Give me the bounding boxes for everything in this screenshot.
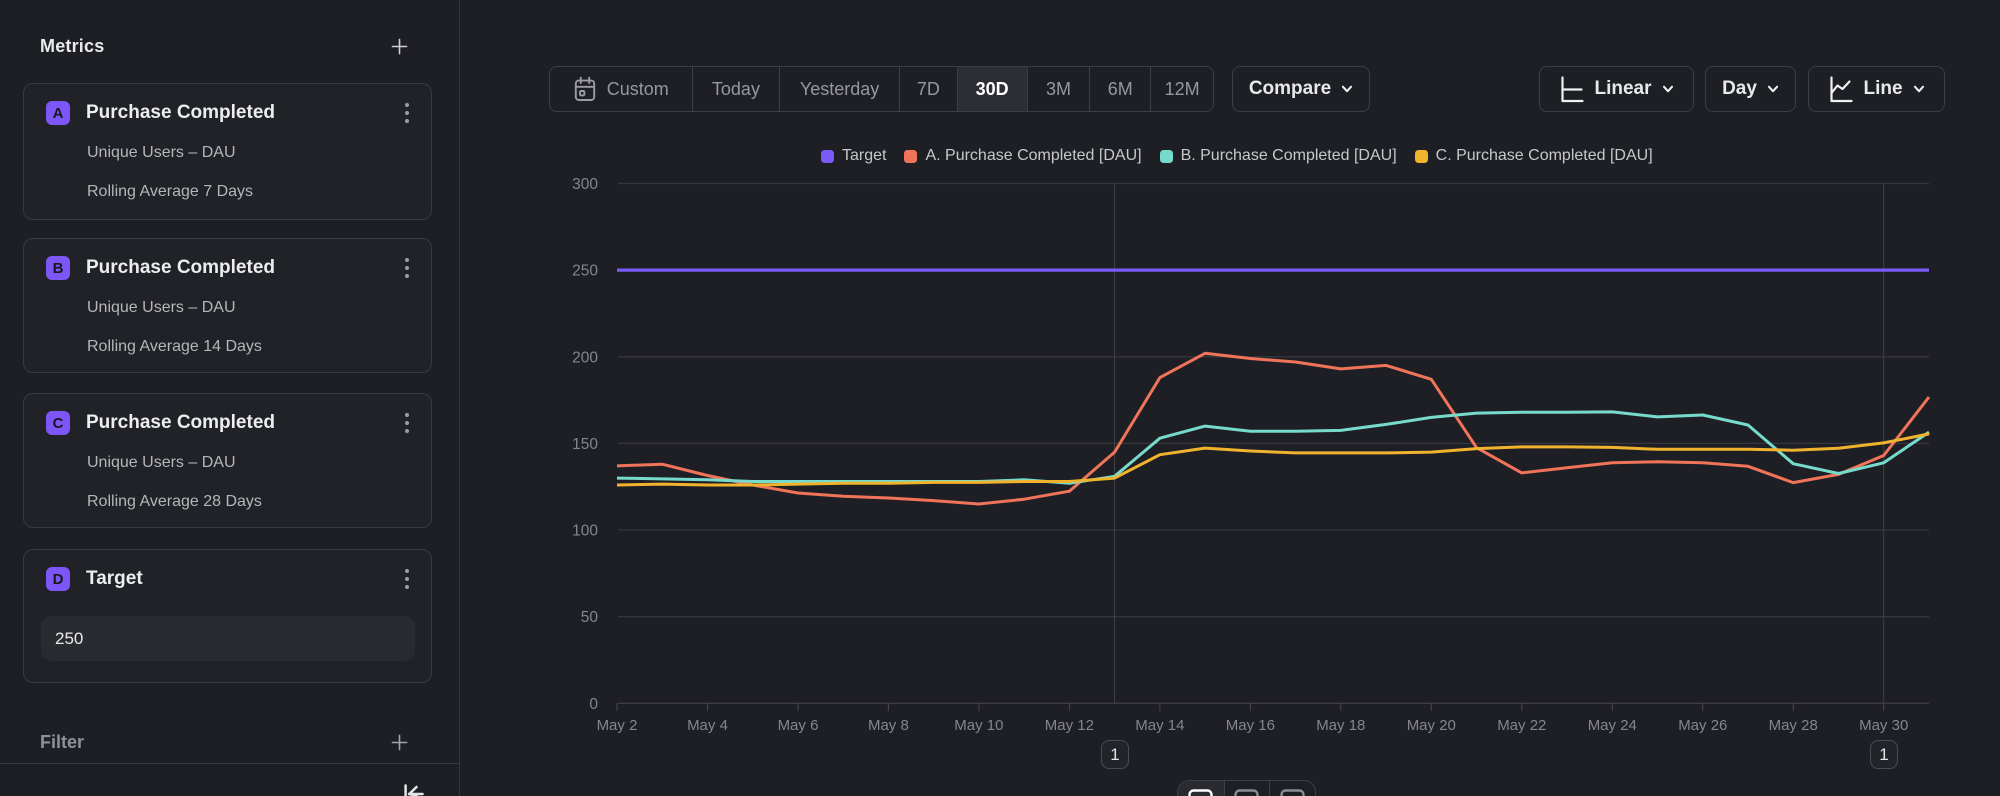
svg-text:250: 250: [572, 263, 598, 280]
svg-text:May 28: May 28: [1769, 717, 1818, 734]
svg-text:100: 100: [572, 523, 598, 540]
svg-text:50: 50: [581, 609, 599, 626]
svg-text:May 24: May 24: [1588, 717, 1637, 734]
svg-text:May 8: May 8: [868, 717, 909, 734]
svg-text:0: 0: [589, 696, 598, 713]
svg-text:May 16: May 16: [1226, 717, 1275, 734]
svg-text:200: 200: [572, 349, 598, 366]
svg-text:May 12: May 12: [1045, 717, 1094, 734]
svg-text:May 14: May 14: [1135, 717, 1184, 734]
svg-text:May 22: May 22: [1497, 717, 1546, 734]
svg-text:May 20: May 20: [1407, 717, 1456, 734]
svg-text:May 4: May 4: [687, 717, 728, 734]
svg-text:May 2: May 2: [597, 717, 638, 734]
svg-text:May 10: May 10: [954, 717, 1003, 734]
svg-text:May 6: May 6: [778, 717, 819, 734]
svg-text:300: 300: [572, 176, 598, 193]
svg-text:May 18: May 18: [1316, 717, 1365, 734]
svg-text:May 26: May 26: [1678, 717, 1727, 734]
svg-text:May 30: May 30: [1859, 717, 1908, 734]
svg-text:150: 150: [572, 436, 598, 453]
